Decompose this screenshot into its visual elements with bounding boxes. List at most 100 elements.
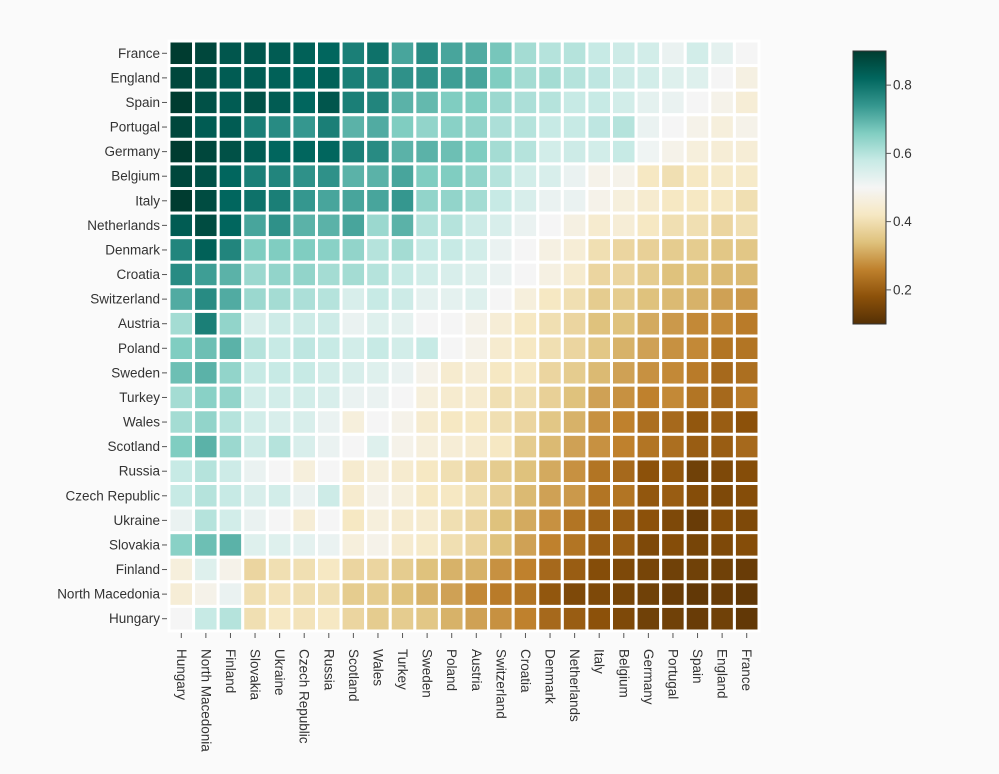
- heatmap-cell: [413, 580, 441, 608]
- heatmap-cell: [339, 432, 368, 461]
- heatmap-cell: [732, 113, 761, 141]
- y-tick-label: Czech Republic: [65, 488, 160, 503]
- heatmap-cell: [511, 113, 540, 141]
- heatmap-cell: [290, 260, 319, 289]
- heatmap-cell: [216, 285, 245, 313]
- x-tick-label: North Macedonia: [198, 649, 213, 752]
- heatmap-cell: [708, 604, 736, 633]
- heatmap-cell: [167, 285, 196, 313]
- heatmap-cell: [536, 88, 564, 117]
- heatmap-cell: [192, 432, 220, 461]
- heatmap-cell: [265, 408, 294, 436]
- heatmap-cell: [192, 506, 220, 535]
- heatmap-cell: [659, 137, 687, 166]
- heatmap-cell: [167, 334, 196, 363]
- heatmap-cell: [290, 482, 319, 510]
- heatmap-cell: [511, 604, 540, 633]
- heatmap-cell: [634, 604, 663, 633]
- heatmap-cell: [585, 432, 613, 461]
- heatmap-cell: [437, 432, 466, 461]
- heatmap-cell: [511, 88, 540, 117]
- x-tick-label: England: [715, 649, 730, 699]
- heatmap-cell: [290, 236, 319, 264]
- heatmap-cell: [487, 334, 515, 363]
- heatmap-cell: [634, 39, 663, 68]
- heatmap-cell: [560, 359, 589, 387]
- heatmap-cell: [192, 334, 220, 363]
- heatmap-cell: [536, 580, 564, 608]
- heatmap-cell: [364, 211, 392, 240]
- heatmap-cell: [732, 482, 761, 510]
- y-axis: France England Spain Portugal Germany Belgium…: [57, 46, 167, 626]
- heatmap-cell: [610, 309, 638, 338]
- heatmap-cell: [290, 334, 319, 363]
- heatmap-cell: [462, 285, 491, 313]
- heatmap-cell: [732, 580, 761, 608]
- heatmap-cell: [511, 457, 540, 486]
- heatmap-cell: [610, 604, 638, 633]
- heatmap-cell: [167, 506, 196, 535]
- heatmap-cell: [511, 432, 540, 461]
- heatmap-cell: [437, 187, 466, 215]
- heatmap-cell: [167, 309, 196, 338]
- heatmap-cell: [388, 64, 417, 92]
- heatmap-cell: [364, 432, 392, 461]
- heatmap-cell: [610, 506, 638, 535]
- heatmap-cell: [167, 482, 196, 510]
- heatmap-cell: [290, 211, 319, 240]
- heatmap-cell: [610, 260, 638, 289]
- heatmap-cell: [732, 555, 761, 584]
- heatmap-cell: [536, 506, 564, 535]
- y-tick-label: Wales: [123, 415, 160, 430]
- heatmap-cell: [167, 580, 196, 608]
- heatmap-cell: [659, 309, 687, 338]
- heatmap-cell: [437, 604, 466, 633]
- x-tick-label: Poland: [444, 649, 459, 691]
- heatmap-cell: [413, 137, 441, 166]
- heatmap-cell: [216, 604, 245, 633]
- heatmap-cell: [487, 162, 515, 190]
- heatmap-cell: [167, 359, 196, 387]
- heatmap-cell: [634, 555, 663, 584]
- heatmap-cell: [265, 309, 294, 338]
- heatmap-cell: [634, 531, 663, 559]
- x-tick-label: Ukraine: [272, 649, 287, 696]
- heatmap-cell: [462, 88, 491, 117]
- heatmap-cell: [265, 236, 294, 264]
- heatmap-cell: [315, 555, 343, 584]
- heatmap-cell: [241, 555, 269, 584]
- heatmap-cell: [683, 88, 712, 117]
- heatmap-cell: [265, 383, 294, 412]
- heatmap-cell: [560, 408, 589, 436]
- heatmap-cell: [241, 88, 269, 117]
- heatmap-cell: [708, 187, 736, 215]
- heatmap-cell: [462, 383, 491, 412]
- heatmap-cell: [437, 531, 466, 559]
- heatmap-cell: [192, 604, 220, 633]
- heatmap-cell: [585, 482, 613, 510]
- heatmap-cell: [413, 88, 441, 117]
- heatmap-cell: [241, 137, 269, 166]
- x-tick-label: Hungary: [174, 649, 189, 700]
- y-tick-label: Poland: [118, 341, 160, 356]
- heatmap-cell: [462, 113, 491, 141]
- heatmap-cell: [388, 457, 417, 486]
- heatmap-cell: [339, 113, 368, 141]
- heatmap-cell: [487, 236, 515, 264]
- heatmap-cell: [265, 162, 294, 190]
- heatmap-cell: [536, 39, 564, 68]
- heatmap-cell: [634, 506, 663, 535]
- heatmap-cell: [462, 137, 491, 166]
- heatmap-cell: [388, 260, 417, 289]
- heatmap-cell: [536, 432, 564, 461]
- heatmap-cell: [413, 236, 441, 264]
- heatmap-cell: [511, 162, 540, 190]
- heatmap-cell: [437, 482, 466, 510]
- heatmap-cell: [585, 604, 613, 633]
- heatmap-cell: [413, 187, 441, 215]
- heatmap-cell: [585, 211, 613, 240]
- y-tick-label: Hungary: [109, 611, 160, 626]
- heatmap-cell: [290, 309, 319, 338]
- heatmap-cell: [610, 285, 638, 313]
- heatmap-cell: [290, 162, 319, 190]
